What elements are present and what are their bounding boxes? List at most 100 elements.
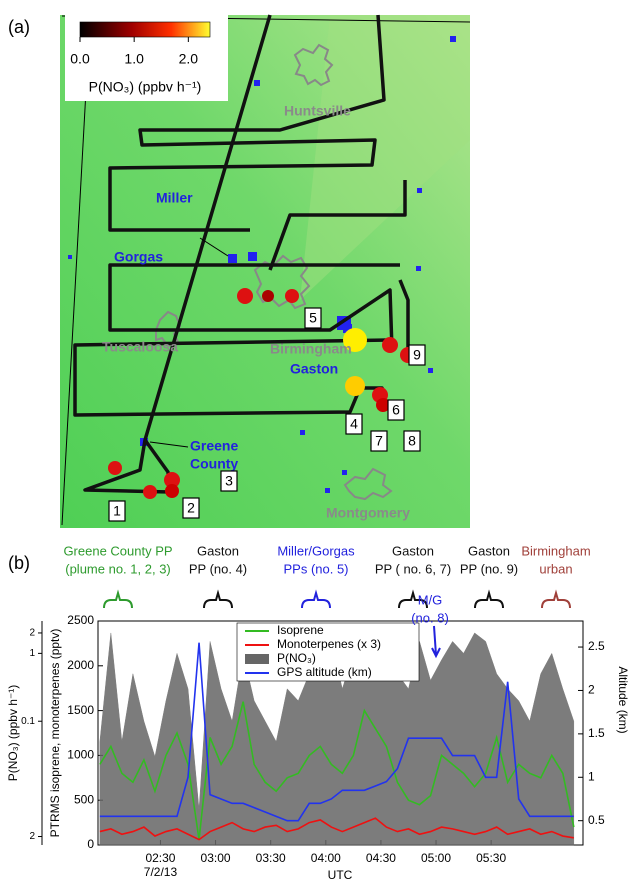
- x-tick-label: 03:00: [201, 851, 231, 865]
- legend-label: GPS altitude (km): [277, 665, 372, 679]
- plume-number: 6: [392, 402, 400, 418]
- plume-number-box: [182, 497, 200, 519]
- plume-marker: [164, 472, 180, 488]
- annotation: Gaston: [197, 543, 239, 558]
- series-line: [99, 701, 575, 840]
- y-tick-label: 2000: [67, 658, 94, 672]
- annotation: M/G: [418, 592, 443, 607]
- legend-swatch: [245, 654, 269, 664]
- site-marker: [450, 36, 456, 42]
- map-panel: (a) Huntsville: [8, 14, 471, 528]
- flight-leg: [108, 14, 386, 232]
- city-outline: [293, 43, 334, 87]
- plume-marker: [237, 288, 253, 304]
- plume-number: 2: [187, 500, 195, 516]
- city-label: Huntsville: [284, 103, 351, 119]
- plume-marker: [376, 398, 390, 412]
- plume-number-box: [108, 500, 126, 522]
- plume-number-box: [408, 344, 426, 366]
- colorbar: [79, 21, 211, 38]
- annotation: PP ( no. 6, 7): [375, 561, 451, 576]
- site-marker: [228, 254, 237, 263]
- y-axis-title: PTRMS isoprene, monoterpenes (pptv): [48, 629, 62, 838]
- annotation: Birmingham: [521, 543, 590, 558]
- annotation: Gaston: [392, 543, 434, 558]
- city-label: Birmingham: [270, 341, 352, 357]
- legend-label: Monoterpenes (x 3): [277, 637, 381, 651]
- annotation: PP (no. 9): [460, 561, 518, 576]
- plume-marker: [345, 376, 365, 396]
- plume-number: 1: [113, 503, 121, 519]
- y-tick-label: 0: [87, 837, 94, 851]
- series-line: [99, 642, 574, 822]
- series-line: [99, 817, 574, 841]
- panel-label: (a): [8, 17, 30, 37]
- plume-marker: [165, 484, 179, 498]
- plume-number: 4: [350, 416, 358, 432]
- power-plant-label: County: [190, 456, 238, 472]
- pointer: [199, 237, 229, 257]
- colorbar-tick-label: 1.0: [124, 51, 144, 67]
- annotation-brace: [474, 589, 504, 609]
- site-marker: [254, 80, 260, 86]
- plume-number: 8: [408, 433, 416, 449]
- y2-tick-label: 1: [588, 769, 595, 783]
- colorbar-tick-label: 0.0: [70, 51, 90, 67]
- plume-marker: [262, 290, 274, 302]
- y3-tick-label: 2: [29, 831, 35, 842]
- plume-markers: [108, 288, 416, 499]
- site-marker: [342, 470, 347, 475]
- panel-label: (b): [8, 553, 30, 573]
- y2-tick-label: 1.5: [588, 726, 605, 740]
- plume-number-box: [403, 430, 421, 452]
- flight-leg: [83, 14, 272, 494]
- plume-number-box: [304, 307, 322, 329]
- y-tick-label: 500: [74, 792, 94, 806]
- site-marker: [343, 324, 352, 333]
- plume-number-labels: 1 2 3 4 5 67 8 9: [108, 307, 426, 522]
- power-plant-label: Gaston: [290, 361, 338, 377]
- x-tick-label: 03:30: [256, 851, 286, 865]
- plume-marker: [343, 328, 367, 352]
- annotation: (plume no. 1, 2, 3): [65, 561, 171, 576]
- plume-number-box: [387, 399, 405, 421]
- site-marker: [325, 488, 330, 493]
- site-marker: [416, 266, 421, 271]
- x-tick-label: 05:30: [476, 851, 506, 865]
- y-tick-label: 2500: [67, 613, 94, 627]
- colorbar-title: P(NO₃) (ppbv h⁻¹): [89, 79, 202, 95]
- annotation-brace: [398, 589, 428, 609]
- flight-leg: [108, 180, 407, 351]
- flight-track: [73, 14, 410, 494]
- city-label: Montgomery: [326, 505, 410, 521]
- annotation: PPs (no. 5): [283, 561, 348, 576]
- legend-box: [236, 622, 420, 682]
- plume-number: 3: [225, 473, 233, 489]
- annotation-brace: [541, 589, 571, 609]
- state-border: [61, 17, 91, 526]
- city-outline: [253, 254, 311, 310]
- y2-tick-label: 0.5: [588, 813, 605, 827]
- plume-number: 9: [413, 347, 421, 363]
- plume-marker: [108, 461, 122, 475]
- annotation: Greene County PP: [63, 543, 172, 558]
- chart-panel: (b) P(NO₃) (ppbv h⁻¹) PTRMS isoprene, mo…: [6, 543, 630, 882]
- terrain-ridge: [300, 15, 470, 300]
- legend-label: P(NO₃): [277, 651, 316, 665]
- plume-number-box: [370, 430, 388, 452]
- site-marker: [68, 255, 72, 259]
- annotation-brace: [301, 589, 331, 609]
- annotation-brace: [203, 589, 233, 609]
- legend-label: Isoprene: [277, 623, 324, 637]
- power-plant-label: Miller: [156, 190, 193, 206]
- y3-tick-label: 0.1: [21, 716, 35, 727]
- plume-number: 5: [309, 310, 317, 326]
- y2-tick-label: 2.5: [588, 639, 605, 653]
- x-tick-label: 05:00: [421, 851, 451, 865]
- map-labels: Huntsville Tuscaloosa Birmingham Montgom…: [102, 103, 410, 521]
- power-plant-label: Gorgas: [114, 249, 163, 265]
- y2-axis-title: Altitude (km): [616, 666, 630, 733]
- y3-tick-label: 2: [29, 628, 35, 639]
- x-date-label: 7/2/13: [144, 865, 178, 879]
- pointer: [149, 441, 189, 448]
